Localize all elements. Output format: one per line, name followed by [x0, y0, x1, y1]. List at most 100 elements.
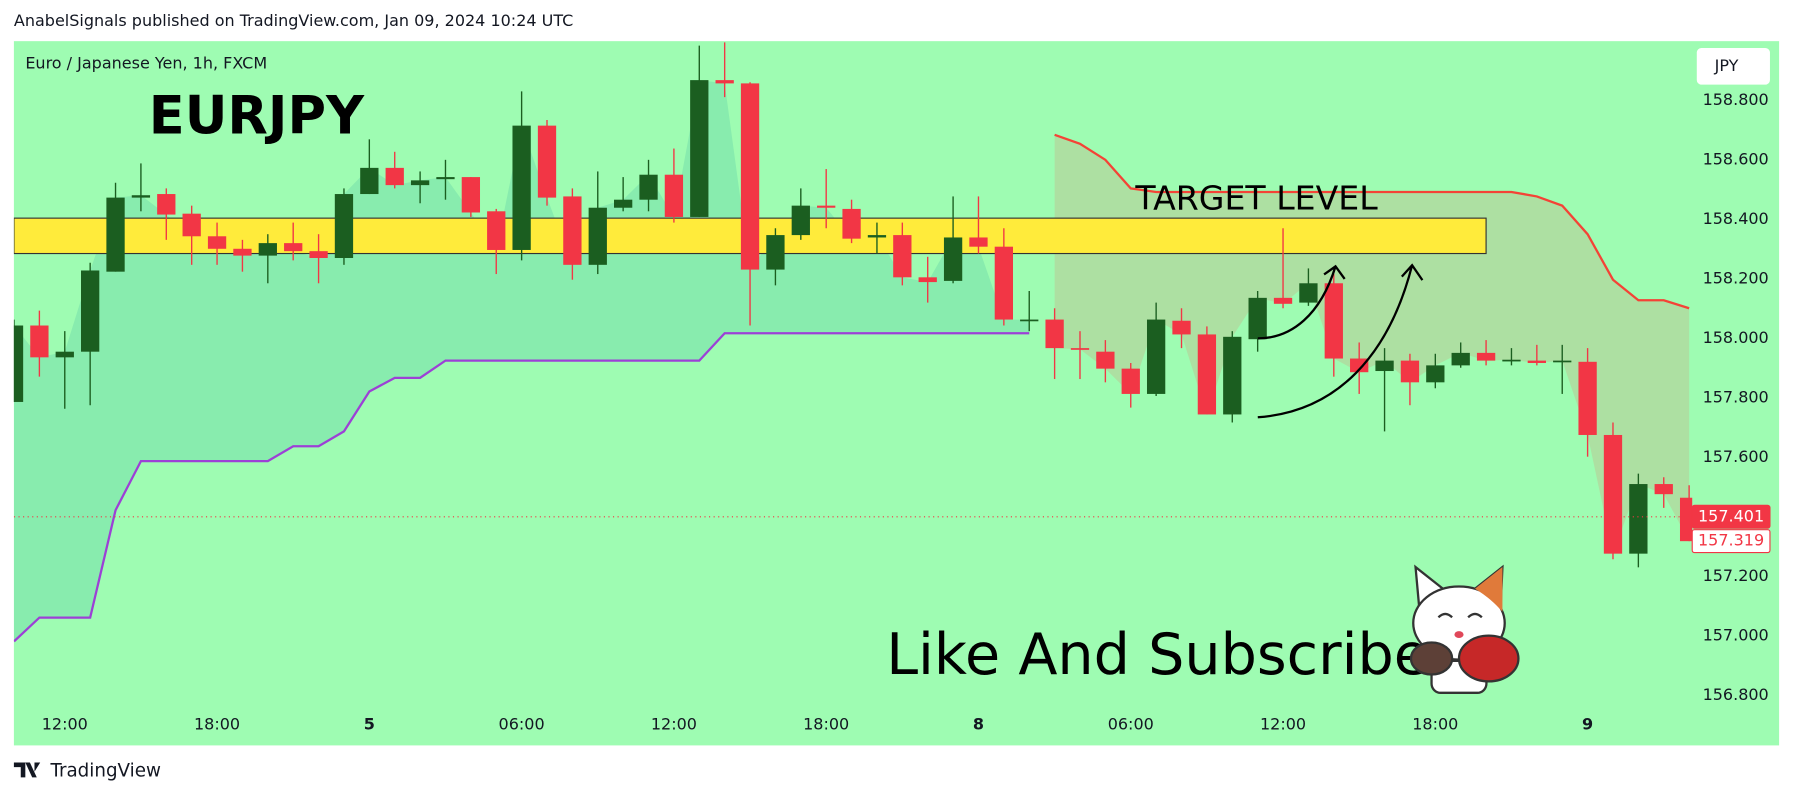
candle-body	[1553, 360, 1572, 363]
x-tick-label: 5	[364, 714, 375, 733]
candle-body	[1223, 336, 1242, 415]
candle-body	[613, 199, 633, 208]
x-tick-label: 06:00	[499, 714, 545, 733]
x-tick-label: 18:00	[194, 714, 240, 733]
candle-body	[385, 167, 404, 186]
candle-body	[766, 235, 785, 270]
candle-body	[207, 236, 227, 249]
price-label: 157.401	[1698, 506, 1764, 525]
chart-title: EURJPY	[149, 86, 365, 147]
candle-body	[1045, 319, 1064, 349]
candle-body	[1654, 484, 1673, 495]
x-tick-label: 8	[973, 714, 984, 733]
candle-body	[1679, 497, 1693, 542]
candle-body	[715, 80, 734, 84]
candle-body	[969, 237, 988, 247]
x-tick-label: 12:00	[1260, 714, 1306, 733]
logo	[13, 762, 41, 778]
y-tick-label: 158.200	[1703, 269, 1769, 288]
candle-body	[537, 125, 557, 198]
indicator-line	[13, 332, 1030, 643]
x-tick-label: 18:00	[1412, 714, 1458, 733]
candle-body	[893, 235, 912, 278]
candle-body	[410, 180, 430, 186]
candle-body	[563, 196, 582, 265]
indicator-line	[1054, 133, 1690, 310]
candle-body	[817, 205, 836, 208]
candle-body	[867, 235, 887, 238]
candle-body	[1070, 348, 1090, 350]
candle-body	[131, 195, 151, 198]
candle-body	[512, 125, 531, 250]
candle-body	[1400, 360, 1420, 383]
candle-body	[1629, 484, 1648, 554]
candle-body	[1197, 334, 1217, 415]
cat-sticker	[1409, 564, 1520, 694]
candle-body	[1248, 297, 1267, 340]
currency-box	[1696, 48, 1770, 85]
candle-body	[13, 325, 24, 402]
y-tick-label: 157.000	[1703, 626, 1769, 645]
price-label: 157.319	[1698, 531, 1764, 550]
candle-body	[639, 174, 658, 200]
candle-body	[106, 197, 125, 272]
arrow	[1257, 264, 1346, 340]
y-tick-label: 158.000	[1703, 328, 1769, 347]
x-tick-label: 12:00	[651, 714, 697, 733]
currency: JPY	[1714, 56, 1739, 75]
candle-body	[436, 177, 455, 180]
annotation: Like And Subscribe	[886, 622, 1429, 688]
candle-body	[334, 194, 354, 258]
candle-body	[1451, 352, 1470, 366]
candle-body	[1375, 360, 1394, 372]
candle-body	[664, 174, 684, 217]
y-tick-label: 156.800	[1703, 685, 1769, 704]
candle-body	[1603, 434, 1623, 554]
candle-body	[284, 243, 303, 252]
arrow	[1257, 263, 1424, 419]
y-tick-label: 158.800	[1703, 90, 1769, 109]
x-tick-label: 12:00	[42, 714, 88, 733]
candle-body	[1324, 283, 1343, 359]
candle-body	[1502, 359, 1521, 362]
candle-body	[81, 270, 100, 352]
candle-body	[1146, 319, 1166, 394]
plot-area	[13, 42, 1693, 643]
y-tick-label: 158.600	[1703, 150, 1769, 169]
candle-body	[791, 205, 810, 236]
candle-body	[1096, 351, 1115, 369]
candle-body	[487, 211, 506, 250]
candle-body	[182, 213, 201, 237]
y-tick-label: 157.800	[1703, 388, 1769, 407]
candle-body	[690, 80, 709, 217]
x-tick-label: 06:00	[1108, 714, 1154, 733]
candle-body	[233, 248, 252, 256]
candle-body	[157, 194, 176, 215]
candle-body	[1020, 319, 1039, 322]
symbol-description: Euro / Japanese Yen, 1h, FXCM	[25, 54, 267, 73]
candle-body	[588, 207, 607, 265]
candle-body	[461, 177, 481, 213]
candle-body	[1476, 352, 1496, 361]
candle-body	[943, 237, 963, 281]
price-label-box	[1691, 529, 1771, 554]
candle-body	[258, 243, 277, 256]
annotation: TARGET LEVEL	[1134, 179, 1378, 218]
candle-body	[30, 325, 49, 358]
candle-body	[1350, 358, 1369, 373]
candle-body	[1578, 361, 1597, 435]
candle-body	[55, 351, 74, 358]
candle-body	[1299, 283, 1318, 303]
candle-body	[1527, 360, 1546, 363]
candle-body	[994, 246, 1013, 320]
x-tick-label: 9	[1582, 714, 1593, 733]
candle-body	[842, 208, 861, 239]
footer-brand: TradingView	[49, 761, 161, 782]
candle-body	[1273, 297, 1293, 304]
candle-body	[1172, 320, 1191, 335]
y-tick-label: 157.600	[1703, 447, 1769, 466]
y-tick-label: 158.400	[1703, 209, 1769, 228]
price-label-box	[1691, 504, 1771, 529]
y-tick-label: 157.200	[1703, 566, 1769, 585]
